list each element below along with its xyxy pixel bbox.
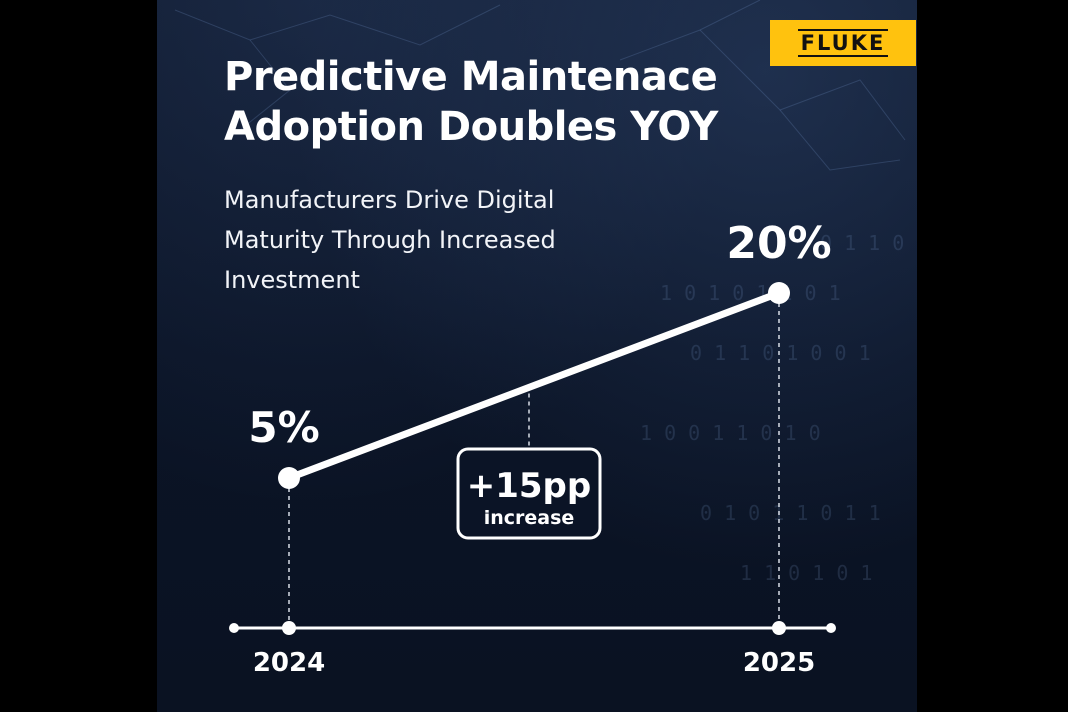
svg-text:0 1 0 1 1 0 1 1: 0 1 0 1 1 0 1 1 [700,501,881,525]
axis-start-dot [229,623,239,633]
background-binary-decoration: 1 0 1 0 1 1 0 1 0 1 1 0 1 0 0 1 1 0 0 1 … [640,231,904,585]
subtitle-line-3: Investment [224,266,360,294]
series-line [285,289,783,482]
svg-text:1 1 0 1 0 1: 1 1 0 1 0 1 [740,561,872,585]
background-network-decoration [174,0,906,171]
title-line-2: Adoption Doubles YOY [224,104,718,150]
x-tick-label-2025: 2025 [743,648,815,678]
title-line-1: Predictive Maintenace [224,54,718,100]
svg-text:0 1 1 0: 0 1 1 0 [820,231,904,255]
axis-tick-2024 [282,621,296,635]
axis-tick-2025 [772,621,786,635]
annotation-box [456,447,602,540]
svg-text:0 1 1 0 1 0 0 1: 0 1 1 0 1 0 0 1 [690,341,871,365]
data-label-2024: 5% [248,403,319,452]
x-tick-label-2024: 2024 [253,648,325,678]
data-point-2025 [768,282,790,304]
page-title: Predictive Maintenace Adoption Doubles Y… [224,52,718,152]
subtitle-line-1: Manufacturers Drive Digital [224,186,555,214]
fluke-logo: FLUKE [770,20,916,66]
data-label-2025: 20% [726,218,831,269]
annotation-text: increase [484,507,575,529]
svg-text:1 0 0 1 1 0 1 0: 1 0 0 1 1 0 1 0 [640,421,821,445]
annotation-value: +15pp [467,466,591,506]
logo-wordmark: FLUKE [797,29,889,57]
subtitle-line-2: Maturity Through Increased [224,226,556,254]
infographic-panel [157,0,917,712]
page-subtitle: Manufacturers Drive Digital Maturity Thr… [224,180,556,300]
axis-end-dot [826,623,836,633]
data-point-2024 [278,467,300,489]
